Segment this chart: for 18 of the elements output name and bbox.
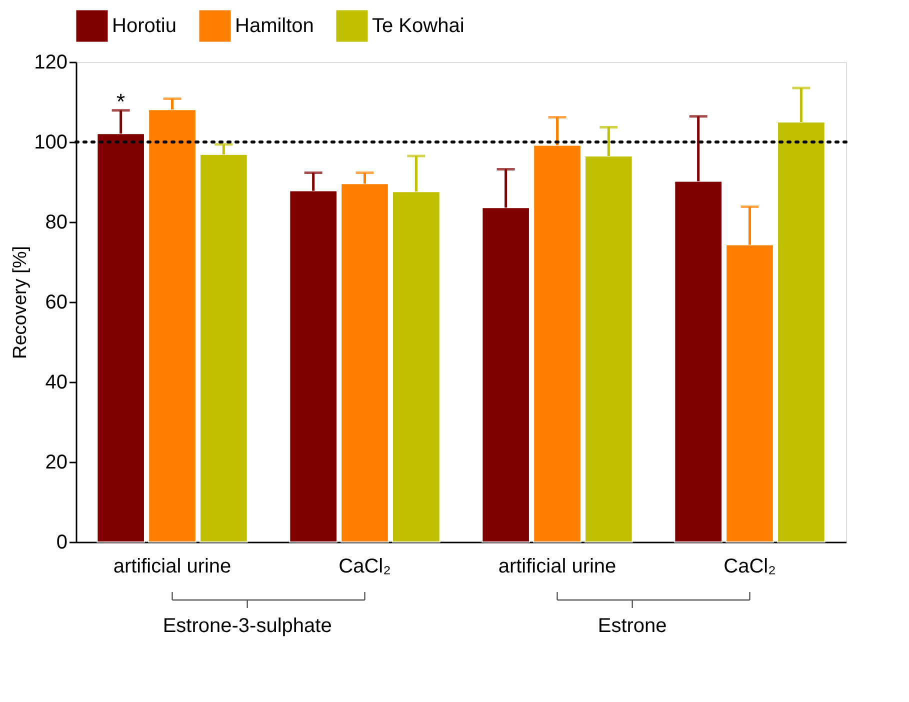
y-tick-label: 120 (34, 52, 68, 74)
legend-label: Hamilton (235, 15, 314, 37)
legend-label: Te Kowhai (372, 15, 464, 37)
y-tick-label: 0 (56, 532, 68, 554)
x-tick-label: artificial urine (498, 556, 616, 578)
x-tick-label: CaCl₂ (338, 556, 391, 578)
y-axis-title: Recovery [%] (10, 246, 32, 359)
y-tick-label: 80 (45, 212, 68, 234)
x-tick-label: artificial urine (113, 556, 232, 578)
text: Estrone-3-sulphate (162, 615, 332, 637)
y-tick-label: 40 (45, 372, 68, 394)
y-tick-label: 60 (45, 292, 68, 314)
y-tick-label: 100 (34, 132, 68, 154)
x-tick-label: CaCl₂ (724, 556, 776, 578)
legend-label: Horotiu (112, 15, 176, 37)
annotation: * (116, 89, 126, 114)
y-tick-label: 20 (45, 452, 68, 474)
text: Estrone (598, 615, 667, 637)
